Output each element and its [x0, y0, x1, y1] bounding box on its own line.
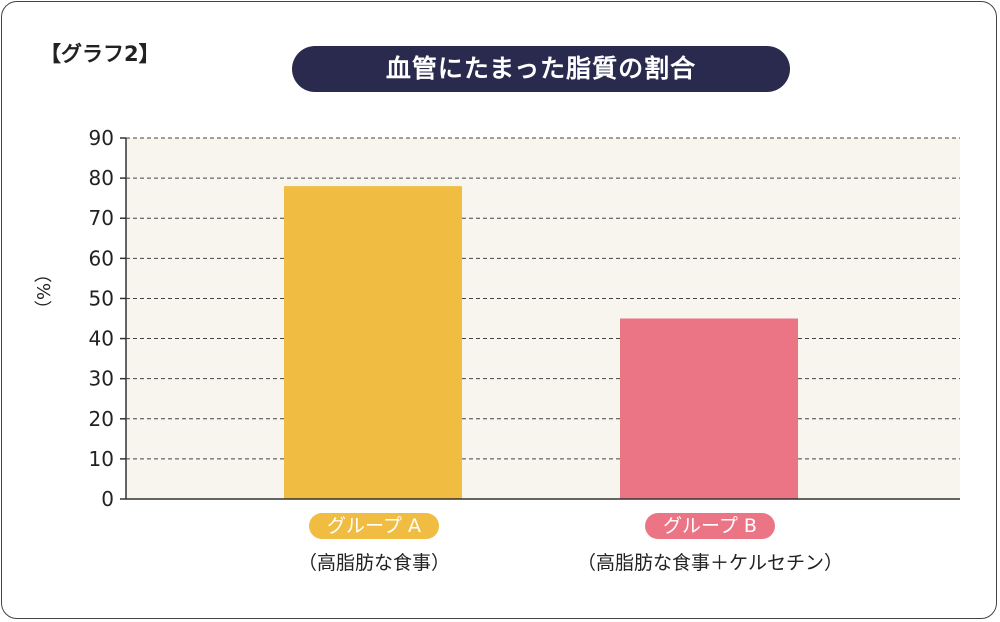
category-label-group-b: グループ B — [645, 513, 775, 539]
y-tick-label: 80 — [89, 166, 114, 190]
y-tick-label: 10 — [89, 447, 114, 471]
y-tick-label: 40 — [89, 327, 114, 351]
category-label-group-a: グループ A — [309, 513, 439, 539]
chart-title: 血管にたまった脂質の割合 — [292, 46, 790, 92]
category-note-group-b: （高脂肪な食事＋ケルセチン） — [576, 552, 843, 574]
graph-label: 【グラフ2】 — [40, 42, 160, 66]
y-tick-label: 90 — [89, 126, 114, 150]
y-tick-label: 50 — [89, 286, 114, 310]
y-axis-label: （%） — [34, 264, 55, 318]
category-note-group-a: （高脂肪な食事） — [297, 552, 450, 574]
bar-group-b — [620, 318, 798, 499]
plot-area — [126, 138, 960, 499]
y-tick-label: 60 — [89, 246, 114, 270]
y-tick-label: 0 — [101, 487, 114, 511]
y-tick-label: 20 — [89, 407, 114, 431]
y-tick-label: 70 — [89, 206, 114, 230]
y-tick-label: 30 — [89, 367, 114, 391]
bar-group-a — [284, 186, 462, 499]
